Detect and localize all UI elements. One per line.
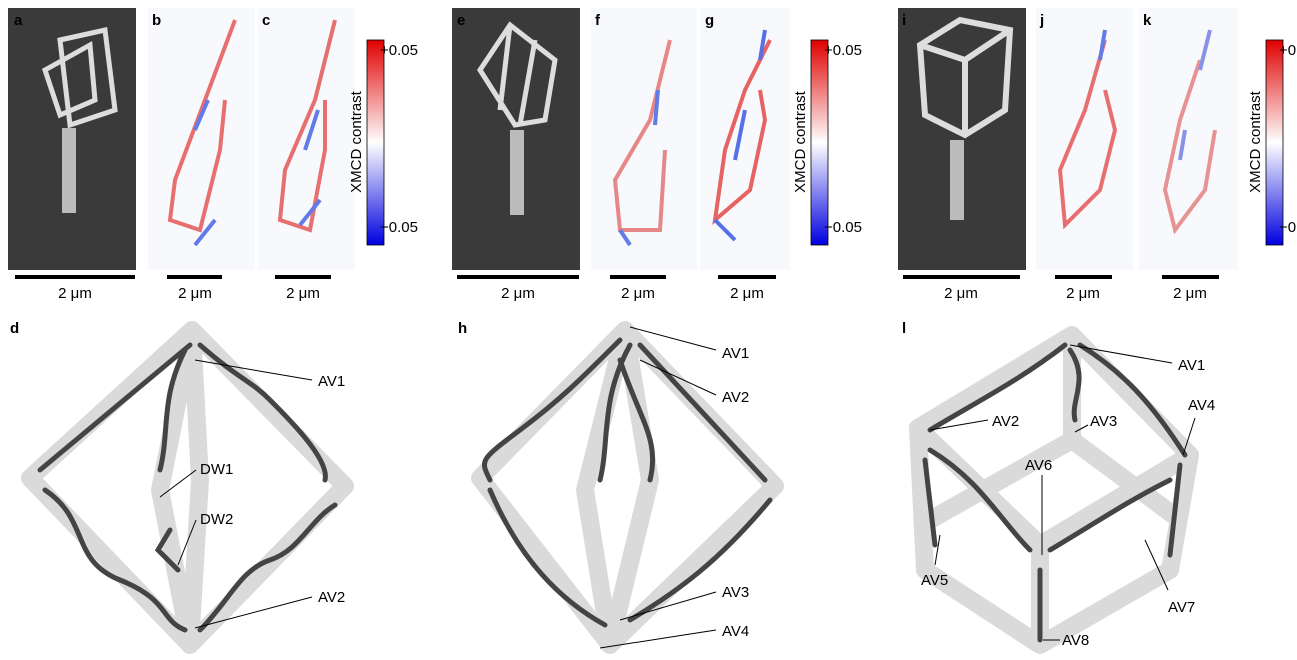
colorbar-min: −0.05 bbox=[380, 219, 418, 236]
scale-bar-label: 2 μm bbox=[944, 285, 978, 302]
drawings bbox=[8, 8, 1283, 648]
colorbar-title: XMCD contrast bbox=[348, 90, 365, 193]
panel-letter: d bbox=[10, 320, 19, 337]
scale-bar-label: 2 μm bbox=[286, 285, 320, 302]
panel-letter: l bbox=[902, 320, 906, 337]
diagram-label: AV3 bbox=[722, 584, 749, 601]
panel-letter: h bbox=[458, 320, 467, 337]
colorbar-max: +0.05 bbox=[380, 42, 418, 59]
diagram-label: AV4 bbox=[722, 623, 749, 640]
diagram-label: AV2 bbox=[992, 413, 1019, 430]
panel-letter: g bbox=[705, 12, 714, 29]
panel-letter: a bbox=[14, 12, 23, 29]
scale-bar-label: 2 μm bbox=[58, 285, 92, 302]
diagram-label: AV8 bbox=[1062, 632, 1089, 649]
colorbar-min: −0.05 bbox=[824, 219, 862, 236]
colorbar-max: +0.1 bbox=[1279, 42, 1297, 59]
colorbar-min: −0.1 bbox=[1279, 219, 1297, 236]
diagram-label: AV1 bbox=[722, 345, 749, 362]
diagram-label: AV1 bbox=[1178, 357, 1205, 374]
scale-bar-label: 2 μm bbox=[730, 285, 764, 302]
colorbar-max: +0.05 bbox=[824, 42, 862, 59]
scale-bar-label: 2 μm bbox=[1066, 285, 1100, 302]
diagram-label: AV3 bbox=[1090, 413, 1117, 430]
panel-letter: j bbox=[1039, 12, 1044, 29]
colorbar-title: XMCD contrast bbox=[1247, 90, 1264, 193]
panel-letter: e bbox=[457, 12, 465, 29]
diagram-label: AV2 bbox=[722, 389, 749, 406]
scale-bar-label: 2 μm bbox=[501, 285, 535, 302]
figure: abcdefghijkl2 μm2 μm2 μm2 μm2 μm2 μm2 μm… bbox=[0, 0, 1297, 655]
colorbar-title: XMCD contrast bbox=[792, 90, 809, 193]
panel-letter: c bbox=[262, 12, 270, 29]
diagram-label: AV5 bbox=[921, 572, 948, 589]
scale-bar-label: 2 μm bbox=[621, 285, 655, 302]
panel-letter: i bbox=[902, 12, 906, 29]
diagram-label: AV2 bbox=[318, 589, 345, 606]
diagram-label: AV4 bbox=[1188, 397, 1215, 414]
panel-letter: k bbox=[1143, 12, 1152, 29]
diagram-label: AV7 bbox=[1168, 599, 1195, 616]
diagram-label: AV1 bbox=[318, 373, 345, 390]
diagram-label: AV6 bbox=[1025, 457, 1052, 474]
panel-letter: b bbox=[152, 12, 161, 29]
diagram-label: DW2 bbox=[200, 511, 233, 528]
diagram-label: DW1 bbox=[200, 461, 233, 478]
scale-bar-label: 2 μm bbox=[1173, 285, 1207, 302]
scale-bar-label: 2 μm bbox=[178, 285, 212, 302]
